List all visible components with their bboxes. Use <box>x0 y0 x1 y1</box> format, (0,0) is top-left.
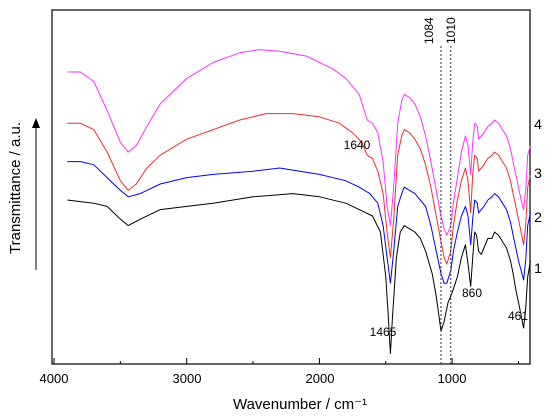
x-axis-title: Wavenumber / cm⁻¹ <box>233 396 367 413</box>
plot-frame <box>51 9 531 365</box>
series-label-1: 1 <box>534 260 542 276</box>
ref-label-1084: 1084 <box>422 17 436 44</box>
peak-label-1640: 1640 <box>344 138 371 152</box>
series-label-2: 2 <box>534 209 542 225</box>
reference-lines <box>440 46 452 364</box>
x-tick-label-1000: 1000 <box>438 371 467 386</box>
series-label-3: 3 <box>534 165 542 181</box>
peak-label-461: 461 <box>508 309 528 323</box>
series-line-3 <box>67 113 531 265</box>
peak-label-860: 860 <box>462 286 482 300</box>
up-arrow <box>32 118 40 270</box>
x-tick-label-4000: 4000 <box>40 371 69 386</box>
x-tick-label-2000: 2000 <box>306 371 335 386</box>
peak-label-1465: 1465 <box>370 325 397 339</box>
x-tick-label-3000: 3000 <box>173 371 202 386</box>
x-axis-ticks <box>53 358 519 364</box>
series-line-2 <box>67 161 531 284</box>
ref-label-1010: 1010 <box>444 17 458 44</box>
series-label-4: 4 <box>534 116 542 132</box>
y-axis-title: Transmittance / a.u. <box>7 122 24 254</box>
series-line-4 <box>67 49 531 236</box>
series-layer <box>67 49 531 355</box>
